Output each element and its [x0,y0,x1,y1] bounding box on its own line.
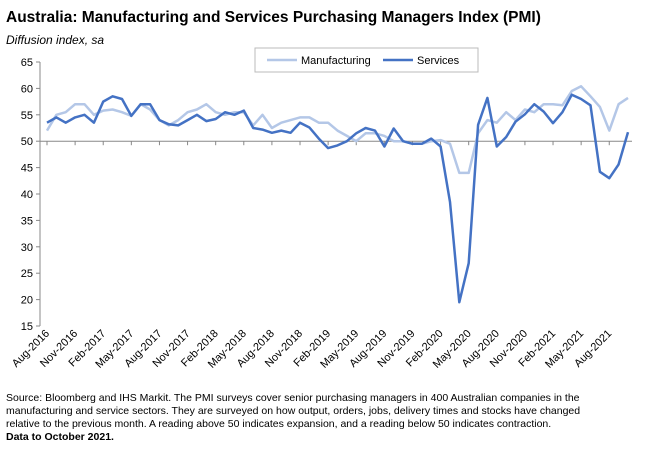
source-line: manufacturing and service sectors. They … [6,405,580,417]
y-tick-label: 45 [21,163,33,175]
y-tick-label: 50 [21,136,33,148]
y-tick-label: 60 [21,83,33,95]
y-tick-label: 15 [21,321,33,333]
source-line: Source: Bloomberg and IHS Markit. The PM… [6,392,580,404]
source-line: relative to the previous month. A readin… [6,418,551,430]
y-tick-label: 35 [21,215,33,227]
chart-subtitle: Diffusion index, sa [6,33,104,47]
y-tick-label: 20 [21,295,33,307]
y-tick-label: 40 [21,189,33,201]
series-line [46,93,630,304]
y-tick-label: 55 [21,110,33,122]
footnote: Data to October 2021. [6,431,114,443]
y-tick-label: 30 [21,242,33,254]
chart-title: Australia: Manufacturing and Services Pu… [6,9,541,26]
legend-label: Manufacturing [301,55,371,67]
y-tick-label: 25 [21,268,33,280]
series-line [45,85,629,175]
legend-label: Services [417,55,460,67]
y-tick-label: 65 [21,57,33,69]
